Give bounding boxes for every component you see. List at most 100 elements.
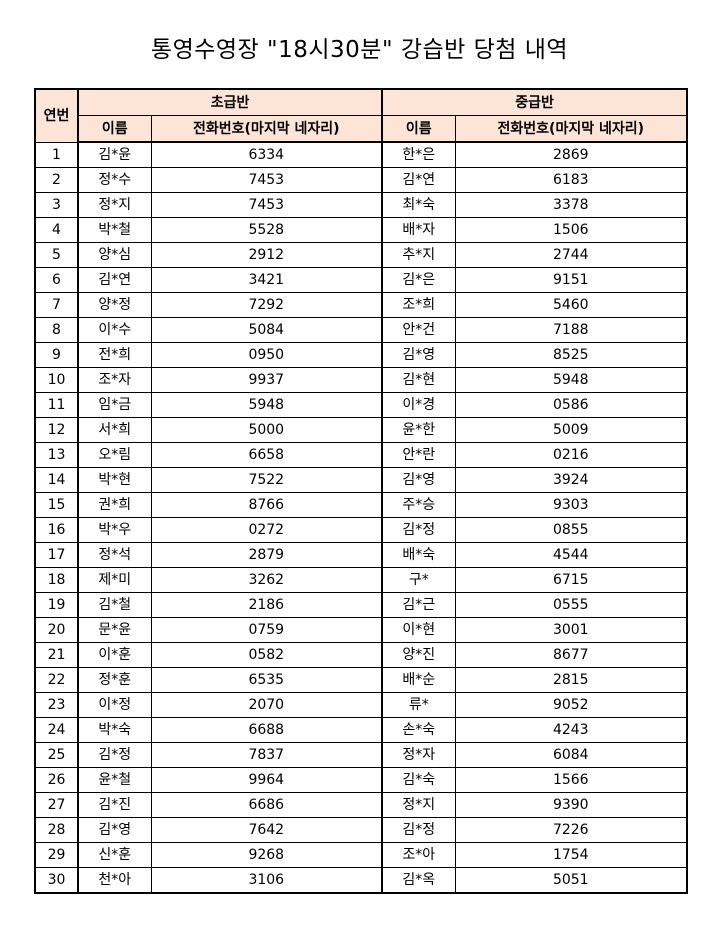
intermediate-phone: 6183 <box>454 167 688 193</box>
beginner-name: 김*영 <box>77 817 152 843</box>
intermediate-name: 김*연 <box>381 167 456 193</box>
beginner-name: 김*철 <box>77 592 152 618</box>
beginner-phone: 5084 <box>150 317 384 343</box>
beginner-phone: 7453 <box>150 167 384 193</box>
intermediate-name: 이*현 <box>381 617 456 643</box>
beginner-name: 이*훈 <box>77 642 152 668</box>
table-row: 12 서*희 5000 윤*한 5009 <box>34 417 688 443</box>
beginner-phone: 9964 <box>150 767 384 793</box>
row-number: 19 <box>34 592 79 618</box>
beginner-name: 조*자 <box>77 367 152 393</box>
row-number: 22 <box>34 667 79 693</box>
beginner-phone: 7522 <box>150 467 384 493</box>
page-title: 통영수영장 "18시30분" 강습반 당첨 내역 <box>150 37 569 63</box>
table-row: 8 이*수 5084 안*건 7188 <box>34 317 688 343</box>
intermediate-phone: 9052 <box>454 692 688 718</box>
beginner-name: 제*미 <box>77 567 152 593</box>
winners-table: 연번 초급반 중급반 이름 전화번호(마지막 네자리) 이름 전화번호(마지막 … <box>34 88 689 894</box>
row-number: 28 <box>34 817 79 843</box>
intermediate-phone: 3378 <box>454 192 688 218</box>
intermediate-name: 류* <box>381 692 456 718</box>
beginner-phone: 2879 <box>150 542 384 568</box>
row-number: 23 <box>34 692 79 718</box>
intermediate-phone: 0555 <box>454 592 688 618</box>
beginner-phone: 2186 <box>150 592 384 618</box>
beginner-name: 김*정 <box>77 742 152 768</box>
beginner-name: 권*희 <box>77 492 152 518</box>
intermediate-phone: 5009 <box>454 417 688 443</box>
beginner-name: 김*윤 <box>77 141 152 168</box>
beginner-phone: 6688 <box>150 717 384 743</box>
intermediate-name: 배*순 <box>381 667 456 693</box>
intermediate-name: 배*자 <box>381 217 456 243</box>
intermediate-name: 김*옥 <box>381 867 456 894</box>
beginner-phone: 2070 <box>150 692 384 718</box>
intermediate-name: 이*경 <box>381 392 456 418</box>
beginner-name: 정*수 <box>77 167 152 193</box>
intermediate-name: 김*영 <box>381 342 456 368</box>
row-number: 21 <box>34 642 79 668</box>
intermediate-phone: 5460 <box>454 292 688 318</box>
intermediate-name: 김*숙 <box>381 767 456 793</box>
row-number: 16 <box>34 517 79 543</box>
intermediate-name: 추*지 <box>381 242 456 268</box>
intermediate-name: 김*은 <box>381 267 456 293</box>
intermediate-name: 안*란 <box>381 442 456 468</box>
table-row: 10 조*자 9937 김*현 5948 <box>34 367 688 393</box>
row-number: 12 <box>34 417 79 443</box>
beginner-name: 박*숙 <box>77 717 152 743</box>
row-number: 14 <box>34 467 79 493</box>
header-row-columns: 이름 전화번호(마지막 네자리) 이름 전화번호(마지막 네자리) <box>35 115 688 143</box>
table-row: 16 박*우 0272 김*정 0855 <box>34 517 688 543</box>
intermediate-name: 한*은 <box>381 141 456 168</box>
intermediate-name: 손*숙 <box>381 717 456 743</box>
beginner-phone: 0759 <box>150 617 384 643</box>
table-row: 17 정*석 2879 배*숙 4544 <box>34 542 688 568</box>
beginner-name: 오*림 <box>77 442 152 468</box>
intermediate-name: 배*숙 <box>381 542 456 568</box>
table-row: 23 이*정 2070 류* 9052 <box>34 692 688 718</box>
beginner-phone: 0272 <box>150 517 384 543</box>
table-row: 14 박*현 7522 김*영 3924 <box>34 467 688 493</box>
beginner-name: 정*지 <box>77 192 152 218</box>
beginner-phone: 3262 <box>150 567 384 593</box>
beginner-phone: 6686 <box>150 792 384 818</box>
header-intermediate-phone: 전화번호(마지막 네자리) <box>454 115 688 143</box>
row-number: 17 <box>34 542 79 568</box>
beginner-name: 양*심 <box>77 242 152 268</box>
header-beginner: 초급반 <box>77 88 384 116</box>
intermediate-phone: 8525 <box>454 342 688 368</box>
beginner-phone: 8766 <box>150 492 384 518</box>
row-number: 20 <box>34 617 79 643</box>
intermediate-name: 김*정 <box>381 517 456 543</box>
beginner-name: 문*윤 <box>77 617 152 643</box>
intermediate-phone: 4544 <box>454 542 688 568</box>
row-number: 25 <box>34 742 79 768</box>
table-row: 7 양*정 7292 조*희 5460 <box>34 292 688 318</box>
row-number: 8 <box>34 317 79 343</box>
intermediate-name: 김*영 <box>381 467 456 493</box>
intermediate-phone: 2744 <box>454 242 688 268</box>
intermediate-name: 정*자 <box>381 742 456 768</box>
row-number: 1 <box>34 141 79 168</box>
beginner-phone: 2912 <box>150 242 384 268</box>
beginner-name: 이*수 <box>77 317 152 343</box>
beginner-phone: 5528 <box>150 217 384 243</box>
intermediate-phone: 1754 <box>454 842 688 868</box>
intermediate-phone: 7226 <box>454 817 688 843</box>
row-number: 3 <box>34 192 79 218</box>
row-number: 27 <box>34 792 79 818</box>
table-row: 3 정*지 7453 최*숙 3378 <box>34 192 688 218</box>
beginner-phone: 0950 <box>150 342 384 368</box>
intermediate-name: 구* <box>381 567 456 593</box>
table-row: 15 권*희 8766 주*승 9303 <box>34 492 688 518</box>
table-row: 22 정*훈 6535 배*순 2815 <box>34 667 688 693</box>
table-body: 1 김*윤 6334 한*은 2869 2 정*수 7453 김*연 6183 3 정*지 7453 최*… <box>34 141 688 894</box>
intermediate-phone: 1506 <box>454 217 688 243</box>
intermediate-name: 최*숙 <box>381 192 456 218</box>
intermediate-phone: 0586 <box>454 392 688 418</box>
row-number: 2 <box>34 167 79 193</box>
row-number: 13 <box>34 442 79 468</box>
table-row: 11 임*금 5948 이*경 0586 <box>34 392 688 418</box>
beginner-phone: 3421 <box>150 267 384 293</box>
